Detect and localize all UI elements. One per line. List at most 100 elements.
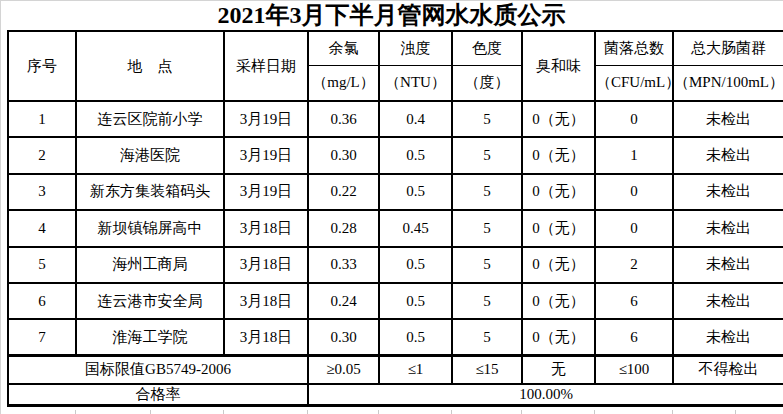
cell-coliform: 未检出 <box>673 101 783 137</box>
cell-coliform: 未检出 <box>673 210 783 246</box>
pass-rate-row: 合格率 100.00% <box>8 384 783 406</box>
standard-limit-row: 国标限值GB5749-2006 ≥0.05 ≤1 ≤15 无 ≤100 不得检出 <box>8 356 783 384</box>
cell-color: 5 <box>452 137 522 173</box>
cell-color: 5 <box>452 101 522 137</box>
col-unit-color: （度） <box>452 65 522 101</box>
water-quality-table: 序号 地 点 采样日期 余氯 浊度 色度 臭和味 菌落总数 总大肠菌群 （mg/… <box>7 30 783 407</box>
page-title: 2021年3月下半月管网水水质公示 <box>0 0 783 29</box>
cell-no: 3 <box>8 174 76 210</box>
spreadsheet-gridline-left <box>0 0 1 414</box>
table-row: 6 连云港市安全局 3月18日 0.24 0.5 5 0（无） 6 未检出 <box>8 283 783 319</box>
cell-turbidity: 0.45 <box>379 210 452 246</box>
cell-location: 淮海工学院 <box>76 319 224 355</box>
cell-color: 5 <box>452 247 522 283</box>
cell-color: 5 <box>452 174 522 210</box>
standard-coliform: 不得检出 <box>673 356 783 384</box>
cell-bacteria: 0 <box>595 174 673 210</box>
cell-date: 3月19日 <box>224 137 308 173</box>
standard-turbidity: ≤1 <box>379 356 452 384</box>
cell-bacteria: 6 <box>595 319 673 355</box>
table-row: 2 海港医院 3月19日 0.30 0.5 5 0（无） 1 未检出 <box>8 137 783 173</box>
cell-odor: 0（无） <box>522 174 595 210</box>
col-header-color: 色度 <box>452 31 522 65</box>
cell-coliform: 未检出 <box>673 137 783 173</box>
standard-label: 国标限值GB5749-2006 <box>8 356 308 384</box>
col-unit-coliform: （MPN/100mL） <box>673 65 783 101</box>
col-header-no: 序号 <box>8 31 76 101</box>
cell-color: 5 <box>452 283 522 319</box>
cell-coliform: 未检出 <box>673 247 783 283</box>
cell-odor: 0（无） <box>522 247 595 283</box>
table-row: 4 新坝镇锦屏高中 3月18日 0.28 0.45 5 0（无） 0 未检出 <box>8 210 783 246</box>
cell-coliform: 未检出 <box>673 319 783 355</box>
col-unit-chlorine: （mg/L） <box>308 65 379 101</box>
cell-odor: 0（无） <box>522 210 595 246</box>
cell-odor: 0（无） <box>522 283 595 319</box>
cell-location: 海港医院 <box>76 137 224 173</box>
cell-coliform: 未检出 <box>673 174 783 210</box>
cell-bacteria: 0 <box>595 101 673 137</box>
standard-bacteria: ≤100 <box>595 356 673 384</box>
cell-turbidity: 0.5 <box>379 283 452 319</box>
cell-chlorine: 0.36 <box>308 101 379 137</box>
cell-turbidity: 0.5 <box>379 137 452 173</box>
pass-rate-label: 合格率 <box>8 384 308 406</box>
standard-chlorine: ≥0.05 <box>308 356 379 384</box>
cell-color: 5 <box>452 210 522 246</box>
cell-no: 2 <box>8 137 76 173</box>
cell-odor: 0（无） <box>522 137 595 173</box>
cell-location: 连云区院前小学 <box>76 101 224 137</box>
cell-odor: 0（无） <box>522 101 595 137</box>
cell-turbidity: 0.4 <box>379 101 452 137</box>
cell-date: 3月18日 <box>224 283 308 319</box>
cell-odor: 0（无） <box>522 319 595 355</box>
standard-color: ≤15 <box>452 356 522 384</box>
cell-no: 6 <box>8 283 76 319</box>
col-header-turbidity: 浊度 <box>379 31 452 65</box>
col-header-bacteria: 菌落总数 <box>595 31 673 65</box>
cell-date: 3月19日 <box>224 174 308 210</box>
cell-date: 3月18日 <box>224 210 308 246</box>
col-header-odor: 臭和味 <box>522 31 595 101</box>
col-header-chlorine: 余氯 <box>308 31 379 65</box>
cell-color: 5 <box>452 319 522 355</box>
cell-no: 1 <box>8 101 76 137</box>
cell-chlorine: 0.24 <box>308 283 379 319</box>
cell-turbidity: 0.5 <box>379 247 452 283</box>
cell-turbidity: 0.5 <box>379 319 452 355</box>
pass-rate-value: 100.00% <box>308 384 783 406</box>
cell-location: 新坝镇锦屏高中 <box>76 210 224 246</box>
col-header-date: 采样日期 <box>224 31 308 101</box>
cell-chlorine: 0.28 <box>308 210 379 246</box>
table-row: 3 新东方集装箱码头 3月19日 0.22 0.5 5 0（无） 0 未检出 <box>8 174 783 210</box>
cell-bacteria: 6 <box>595 283 673 319</box>
cell-date: 3月19日 <box>224 101 308 137</box>
cell-date: 3月18日 <box>224 247 308 283</box>
cell-no: 4 <box>8 210 76 246</box>
cell-chlorine: 0.30 <box>308 319 379 355</box>
table-row: 5 海州工商局 3月18日 0.33 0.5 5 0（无） 2 未检出 <box>8 247 783 283</box>
cell-date: 3月18日 <box>224 319 308 355</box>
cell-chlorine: 0.33 <box>308 247 379 283</box>
cell-location: 海州工商局 <box>76 247 224 283</box>
cell-bacteria: 0 <box>595 210 673 246</box>
cell-no: 7 <box>8 319 76 355</box>
cell-location: 连云港市安全局 <box>76 283 224 319</box>
cell-no: 5 <box>8 247 76 283</box>
cell-chlorine: 0.22 <box>308 174 379 210</box>
cell-turbidity: 0.5 <box>379 174 452 210</box>
cell-chlorine: 0.30 <box>308 137 379 173</box>
spreadsheet-gridline-ticks <box>0 410 783 414</box>
cell-bacteria: 1 <box>595 137 673 173</box>
water-quality-notice: 2021年3月下半月管网水水质公示 序号 地 点 采样日期 余氯 浊度 色度 臭… <box>0 0 783 414</box>
col-unit-turbidity: （NTU） <box>379 65 452 101</box>
cell-location: 新东方集装箱码头 <box>76 174 224 210</box>
table-row: 7 淮海工学院 3月18日 0.30 0.5 5 0（无） 6 未检出 <box>8 319 783 355</box>
cell-bacteria: 2 <box>595 247 673 283</box>
cell-coliform: 未检出 <box>673 283 783 319</box>
standard-odor: 无 <box>522 356 595 384</box>
col-header-location: 地 点 <box>76 31 224 101</box>
col-header-coliform: 总大肠菌群 <box>673 31 783 65</box>
table-row: 1 连云区院前小学 3月19日 0.36 0.4 5 0（无） 0 未检出 <box>8 101 783 137</box>
col-unit-bacteria: （CFU/mL） <box>595 65 673 101</box>
